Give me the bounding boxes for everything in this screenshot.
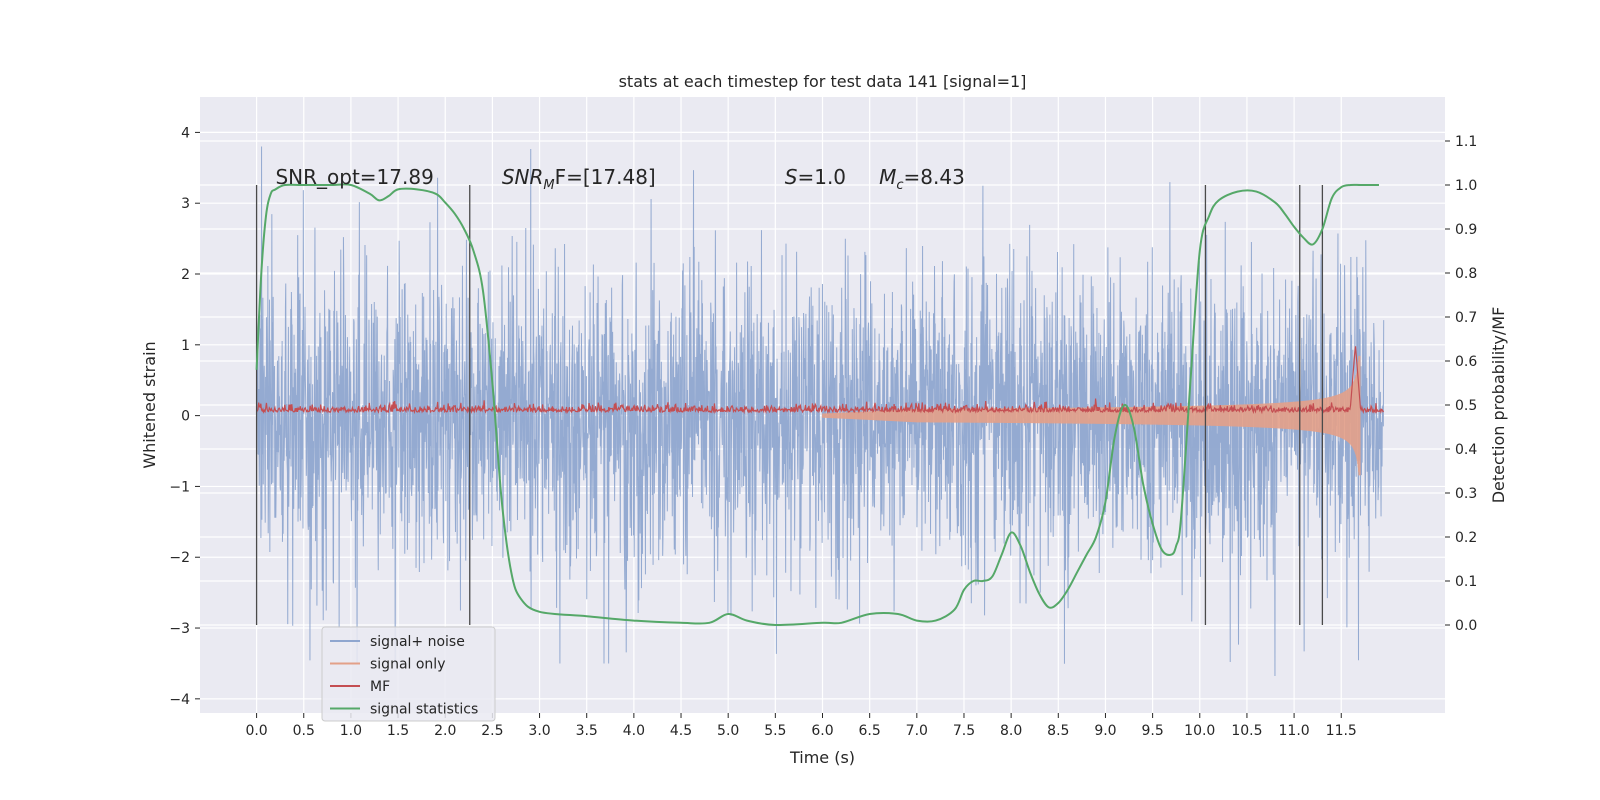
- y-right-tick-label: 0.2: [1455, 530, 1477, 546]
- y-axis-label: Whitened strain: [140, 341, 159, 468]
- axes: 0.0 0.5 1.0 1.5 2.0 2.5 3.0 3.5 4.0 4.5 5.0 5.5 6.0 6…: [169, 125, 1477, 739]
- y-right-tick-label: 0.7: [1455, 310, 1477, 326]
- y-tick-label: 1: [181, 338, 190, 354]
- x-tick-label: 9.5: [1141, 723, 1163, 739]
- x-tick-label: 3.0: [528, 723, 550, 739]
- y-right-tick-label: 0.0: [1455, 618, 1477, 634]
- y-tick-label: −2: [169, 550, 190, 566]
- x-tick-label: 7.5: [953, 723, 975, 739]
- x-tick-label: 6.0: [811, 723, 833, 739]
- x-tick-label: 4.0: [623, 723, 645, 739]
- x-tick-label: 5.5: [764, 723, 786, 739]
- y-tick-label: 0: [181, 409, 190, 425]
- annotation-snr-mf-a: SNR: [502, 165, 544, 189]
- y-right-tick-label: 0.3: [1455, 486, 1477, 502]
- x-tick-label: 2.0: [434, 723, 456, 739]
- annotation-snr-mf: SNRMF=[17.48]: [502, 165, 656, 193]
- y-right-tick-label: 0.5: [1455, 398, 1477, 414]
- series-mf: [256, 346, 1385, 415]
- legend-box: [321, 626, 496, 722]
- x-tick-label: 10.0: [1184, 723, 1215, 739]
- x-tick-label: 3.5: [576, 723, 598, 739]
- series-signal-only: [822, 355, 1361, 476]
- annotation-mc-b: =8.43: [904, 165, 965, 189]
- annotation-s-b: =1.0: [797, 165, 846, 189]
- legend-entry: signal+ noise: [370, 634, 465, 650]
- x-tick-label: 4.5: [670, 723, 692, 739]
- series-signal-statistics: [255, 183, 1379, 627]
- chart-title: stats at each timestep for test data 141…: [619, 72, 1027, 91]
- x-tick-label: 8.0: [1000, 723, 1022, 739]
- y-right-tick-label: 0.1: [1455, 574, 1477, 590]
- x-tick-label: 10.5: [1231, 723, 1262, 739]
- annotation-snr-mf-sub: M: [543, 178, 554, 193]
- y-tick-label: 3: [181, 196, 190, 212]
- y-tick-label: −4: [169, 692, 190, 708]
- annotation-mc-a: M: [879, 165, 896, 189]
- y-axis-right-label: Detection probability/MF: [1489, 307, 1508, 504]
- y-tick-label: 4: [181, 125, 190, 141]
- y-tick-label: 2: [181, 267, 190, 283]
- y-tick-label: −1: [169, 479, 190, 495]
- x-tick-label: 1.0: [340, 723, 362, 739]
- annotation-s: S=1.0: [785, 165, 846, 189]
- annotation-snr-mf-b: F=[17.48]: [555, 165, 656, 189]
- annotation-s-a: S: [785, 165, 798, 189]
- legend-entry: signal only: [370, 657, 445, 673]
- x-tick-label: 7.0: [906, 723, 928, 739]
- x-tick-label: 5.0: [717, 723, 739, 739]
- y-tick-label: −3: [169, 621, 190, 637]
- annotation-mc-sub: c: [896, 178, 903, 193]
- x-tick-label: 0.0: [245, 723, 267, 739]
- x-tick-label: 1.5: [387, 723, 409, 739]
- annotation-snr-opt: SNR_opt=17.89: [275, 165, 433, 189]
- y-right-tick-label: 0.4: [1455, 442, 1477, 458]
- annotation-mc: Mc=8.43: [879, 165, 965, 193]
- x-tick-label: 2.5: [481, 723, 503, 739]
- x-tick-label: 11.0: [1279, 723, 1310, 739]
- x-tick-label: 0.5: [293, 723, 315, 739]
- data-layer: [255, 146, 1385, 677]
- y-right-tick-label: 1.1: [1455, 134, 1477, 150]
- legend-entry: MF: [370, 679, 390, 695]
- x-tick-label: 6.5: [859, 723, 881, 739]
- y-right-tick-label: 1.0: [1455, 178, 1477, 194]
- legend: signal+ noise signal only MF signal statist…: [321, 626, 496, 722]
- x-tick-label: 8.5: [1047, 723, 1069, 739]
- y-right-tick-label: 0.9: [1455, 222, 1477, 238]
- y-right-tick-label: 0.8: [1455, 266, 1477, 282]
- x-tick-label: 11.5: [1326, 723, 1357, 739]
- legend-entry: signal statistics: [370, 702, 478, 718]
- x-axis-label: Time (s): [789, 748, 855, 767]
- x-tick-label: 9.0: [1094, 723, 1116, 739]
- y-right-tick-label: 0.6: [1455, 354, 1477, 370]
